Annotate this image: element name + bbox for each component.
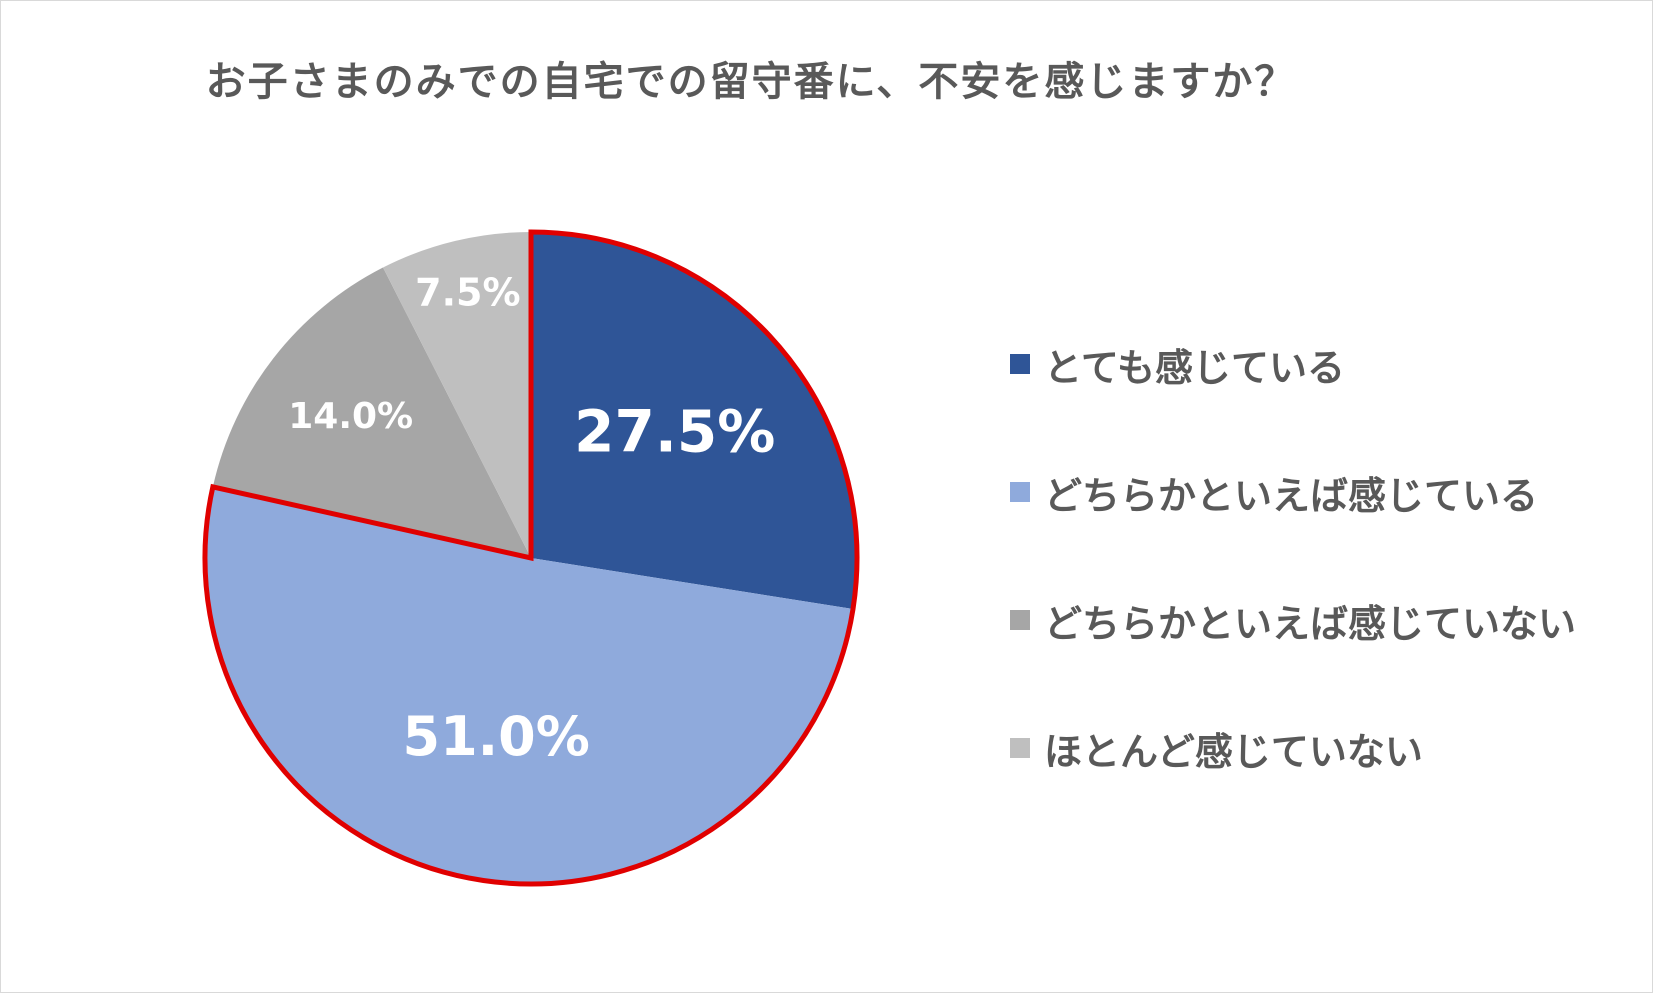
pie-slice-2 [204, 486, 853, 885]
highlight-outline [202, 229, 860, 887]
legend-label: ほとんど感じていない [1044, 729, 1423, 774]
data-label-1: 27.5% [574, 397, 775, 465]
data-label-4: 7.5% [415, 270, 520, 314]
pie-slice-4 [382, 232, 531, 558]
legend-label: とても感じている [1044, 345, 1345, 390]
legend-item-3: どちらかといえば感じていない [1010, 592, 1576, 648]
data-label-3: 14.0% [288, 396, 413, 437]
legend-item-1: とても感じている [1010, 336, 1576, 392]
legend-item-2: どちらかといえば感じている [1010, 464, 1576, 520]
legend-swatch [1010, 482, 1030, 502]
legend-swatch [1010, 738, 1030, 758]
legend-label: どちらかといえば感じている [1044, 473, 1539, 518]
pie-slice-1 [531, 232, 857, 609]
chart-title: お子さまのみでの自宅での留守番に、不安を感じますか？ [205, 59, 1297, 105]
pie-slice-3 [212, 267, 531, 558]
legend: とても感じているどちらかといえば感じている どちらかといえば感じていない ほとんど感… [1010, 336, 1576, 848]
data-label-2: 51.0% [403, 705, 590, 768]
legend-swatch [1010, 610, 1030, 630]
legend-swatch [1010, 354, 1030, 374]
legend-item-4: ほとんど感じていない [1010, 720, 1576, 776]
legend-label: どちらかといえば感じていない [1044, 601, 1577, 646]
